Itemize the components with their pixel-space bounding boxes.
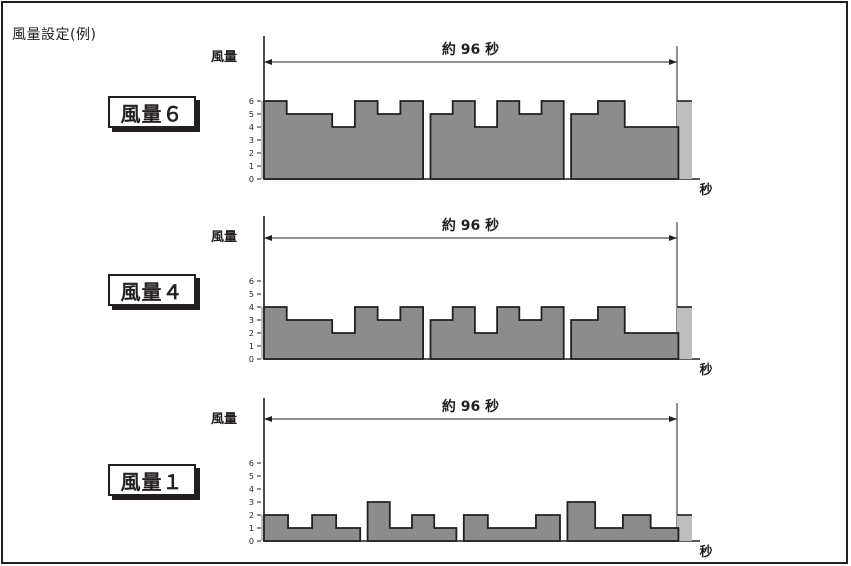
duration-arrow-left <box>264 416 272 422</box>
tail-bar <box>677 307 692 359</box>
step-block <box>429 100 565 180</box>
step-block <box>429 306 565 360</box>
duration-label: 約 96 秒 <box>442 217 499 234</box>
lead-bar <box>261 101 264 179</box>
panel-1: 風量 0 1 2 3 4 5 6 秒 約 96 秒 <box>211 216 713 378</box>
tail-bar <box>677 515 692 541</box>
page-title: 風量設定(例) <box>12 27 97 43</box>
level-1-label: 風量１ <box>108 464 196 496</box>
lead-bar <box>261 515 264 541</box>
y-tick-label: 1 <box>249 524 254 533</box>
duration-label: 約 96 秒 <box>442 398 499 415</box>
y-tick-label: 3 <box>249 136 254 145</box>
y-axis-title: 風量 <box>211 50 237 65</box>
step-block <box>570 100 680 180</box>
panel-2: 風量 0 1 2 3 4 5 6 秒 約 96 秒 <box>211 398 713 560</box>
y-tick-label: 0 <box>249 537 254 546</box>
y-tick-label: 5 <box>249 290 254 299</box>
level-6-label: 風量６ <box>108 96 196 128</box>
y-tick-label: 6 <box>249 459 254 468</box>
duration-arrow-right <box>669 59 677 65</box>
y-tick-label: 4 <box>249 303 254 312</box>
y-tick-label: 1 <box>249 162 254 171</box>
step-block <box>462 514 561 542</box>
y-tick-label: 2 <box>249 511 254 520</box>
step-block <box>570 306 680 360</box>
step-block <box>263 100 424 180</box>
y-tick-label: 6 <box>249 277 254 286</box>
step-block <box>263 306 424 360</box>
panel-0: 風量 0 1 2 3 4 5 6 秒 約 96 秒 <box>211 36 713 198</box>
level-4-label: 風量４ <box>108 274 196 306</box>
duration-arrow-left <box>264 59 272 65</box>
step-block <box>366 501 458 542</box>
step-block <box>566 501 680 542</box>
tail-bar <box>677 101 692 179</box>
y-tick-label: 1 <box>249 342 254 351</box>
x-axis-unit: 秒 <box>699 182 712 198</box>
x-axis-unit: 秒 <box>699 544 712 560</box>
y-tick-label: 2 <box>249 149 254 158</box>
y-tick-label: 5 <box>249 110 254 119</box>
y-axis-title: 風量 <box>211 412 237 427</box>
x-axis-unit: 秒 <box>699 362 712 378</box>
y-tick-label: 4 <box>249 123 254 132</box>
y-tick-label: 0 <box>249 355 254 364</box>
y-tick-label: 0 <box>249 175 254 184</box>
y-tick-label: 3 <box>249 316 254 325</box>
duration-arrow-left <box>264 235 272 241</box>
lead-bar <box>261 307 264 359</box>
duration-arrow-right <box>669 235 677 241</box>
y-tick-label: 4 <box>249 485 254 494</box>
step-block <box>263 514 362 542</box>
y-tick-label: 5 <box>249 472 254 481</box>
y-tick-label: 6 <box>249 97 254 106</box>
y-tick-label: 3 <box>249 498 254 507</box>
y-axis-title: 風量 <box>211 230 237 245</box>
y-tick-label: 2 <box>249 329 254 338</box>
duration-arrow-right <box>669 416 677 422</box>
duration-label: 約 96 秒 <box>442 41 499 58</box>
